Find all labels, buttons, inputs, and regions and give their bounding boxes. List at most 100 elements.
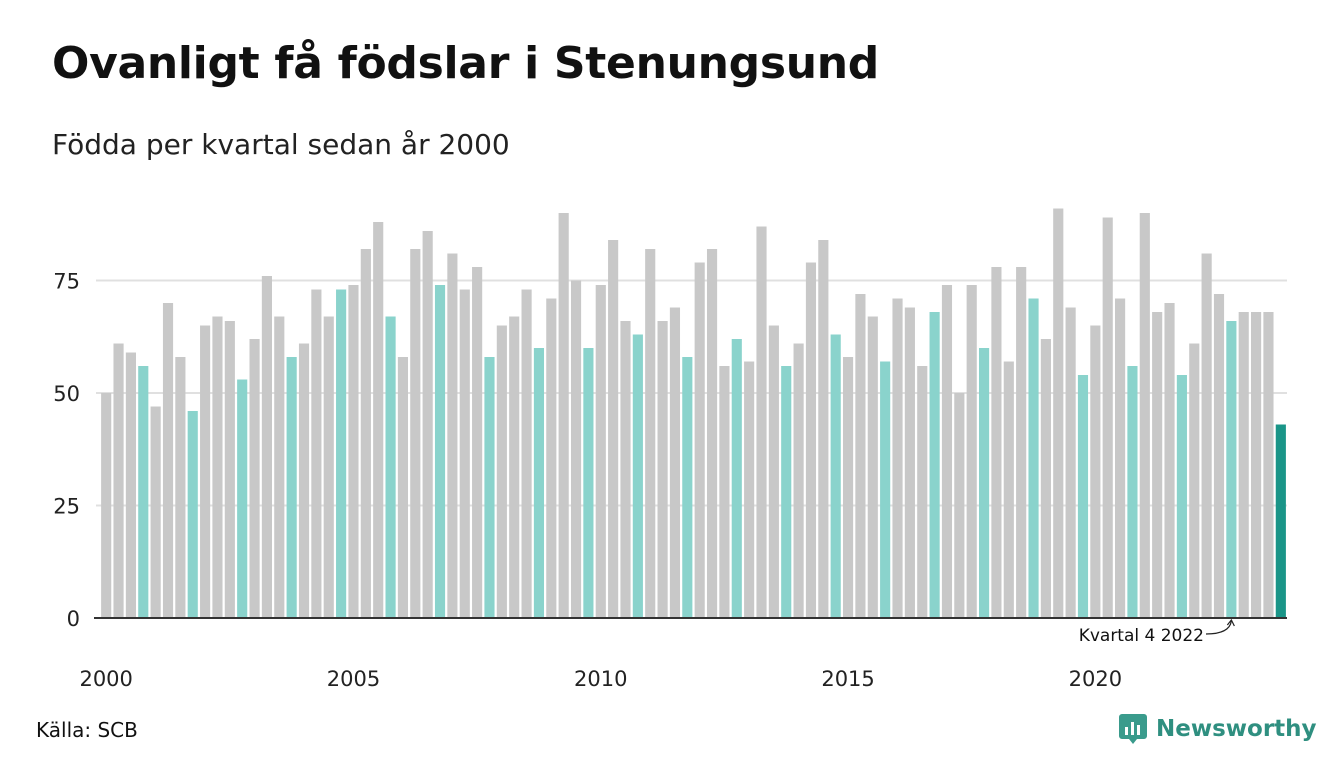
bar	[1263, 312, 1274, 618]
bar	[570, 280, 582, 618]
bar	[793, 343, 804, 618]
bar	[608, 240, 619, 618]
bar	[941, 285, 953, 618]
bar	[583, 348, 594, 618]
bar	[979, 348, 990, 618]
x-tick-label: 2000	[79, 667, 132, 691]
annotation-arrowhead	[1226, 618, 1235, 627]
bar	[274, 316, 285, 618]
bar	[818, 240, 829, 618]
bar	[397, 357, 408, 618]
bar	[1090, 325, 1101, 618]
x-tick-label: 2020	[1069, 667, 1122, 691]
y-tick-label: 25	[53, 495, 80, 519]
chart-title: Ovanligt få födslar i Stenungsund	[52, 38, 879, 89]
bar	[472, 267, 483, 618]
bar	[645, 249, 656, 618]
x-tick-label: 2010	[574, 667, 627, 691]
bar	[781, 366, 792, 618]
bar	[880, 361, 891, 618]
bar	[1040, 339, 1051, 618]
bar	[533, 348, 545, 618]
bar	[892, 298, 903, 618]
bar	[434, 285, 446, 618]
bar	[830, 334, 841, 618]
x-tick-label: 2015	[821, 667, 874, 691]
bar	[138, 366, 149, 618]
bar	[682, 357, 693, 618]
bar	[1226, 321, 1237, 618]
bar	[323, 316, 334, 618]
bar	[842, 357, 854, 618]
chart-subtitle: Födda per kvartal sedan år 2000	[52, 128, 510, 161]
bar	[1251, 312, 1262, 618]
bar	[410, 249, 421, 618]
bar	[360, 249, 371, 618]
bar	[447, 253, 458, 618]
bar	[224, 321, 235, 618]
bar	[1028, 298, 1039, 618]
bar	[150, 406, 161, 618]
bar	[200, 325, 211, 618]
bar	[496, 325, 507, 618]
bar	[1016, 267, 1027, 618]
bar	[768, 325, 779, 618]
bar	[1065, 307, 1076, 618]
bar	[706, 249, 718, 618]
bar	[1102, 217, 1113, 618]
bar	[187, 411, 198, 618]
bar	[855, 294, 866, 618]
y-tick-label: 0	[67, 607, 80, 631]
bar	[249, 339, 260, 618]
bar	[373, 222, 384, 618]
bar	[311, 289, 322, 618]
bar	[1152, 312, 1163, 618]
bar	[669, 307, 681, 618]
bar	[113, 343, 124, 618]
bar	[657, 321, 668, 618]
annotation-label: Kvartal 4 2022	[1079, 626, 1204, 646]
bar	[1003, 361, 1014, 618]
bar	[966, 285, 977, 618]
bar	[1201, 253, 1212, 618]
bar	[1115, 298, 1126, 618]
bar	[459, 289, 470, 618]
bar	[101, 393, 112, 618]
bar	[719, 366, 730, 618]
brand-logo: Newsworthy	[1118, 712, 1317, 746]
bar	[620, 321, 631, 618]
bar	[162, 303, 174, 618]
bar	[212, 316, 223, 618]
bar	[237, 379, 248, 618]
bar	[1139, 213, 1150, 618]
newsworthy-logo-icon	[1119, 714, 1147, 744]
bar	[731, 339, 742, 618]
bar	[1053, 208, 1064, 618]
bar	[385, 316, 396, 618]
brand-name: Newsworthy	[1156, 716, 1317, 742]
x-tick-label: 2005	[327, 667, 380, 691]
bar	[422, 231, 433, 618]
bar-chart: 0 25 50 75 2000 2005 2010 2015 2020 Kvartal 4 202…	[53, 208, 1287, 691]
bar	[1127, 366, 1138, 618]
bar	[1077, 375, 1089, 618]
annotation-arrow	[1205, 620, 1232, 635]
bar	[1238, 312, 1249, 618]
bar	[348, 285, 359, 618]
bar	[1189, 343, 1200, 618]
bar	[1176, 375, 1187, 618]
bar	[744, 361, 755, 618]
bar	[694, 262, 705, 618]
y-tick-label: 75	[53, 270, 80, 294]
bar	[917, 366, 928, 618]
bar	[298, 343, 310, 618]
bar	[175, 357, 186, 618]
bar	[991, 267, 1002, 618]
bar	[805, 262, 817, 618]
bar	[756, 226, 767, 618]
source-label: Källa: SCB	[36, 718, 138, 742]
bar	[546, 298, 557, 618]
bar	[1275, 424, 1286, 618]
bar	[929, 312, 940, 618]
bar	[521, 289, 532, 618]
